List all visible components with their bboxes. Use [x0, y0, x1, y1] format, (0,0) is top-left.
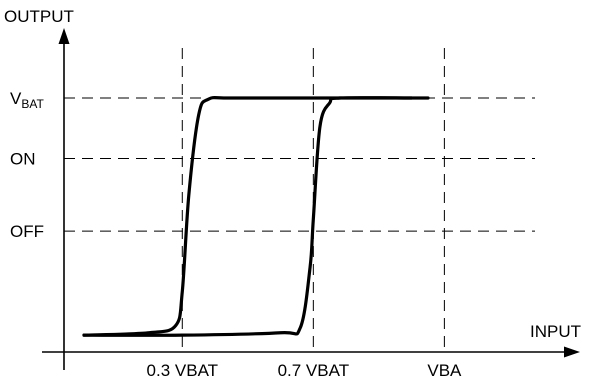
rising-curve	[82, 96, 430, 337]
x-tick-label: 0.3 VBAT	[147, 361, 219, 380]
y-tick-labels: VBAT ON OFF	[10, 89, 44, 241]
y-tick-label: OFF	[10, 222, 44, 241]
x-axis-title: INPUT	[530, 322, 581, 341]
y-tick-label: VBAT	[10, 89, 44, 111]
falling-curve	[82, 96, 414, 337]
y-axis-title: OUTPUT	[4, 7, 74, 26]
series-curves	[82, 96, 430, 337]
gridlines	[64, 48, 535, 352]
x-axis-arrowhead	[564, 346, 580, 358]
x-tick-label: 0.7 VBAT	[278, 361, 350, 380]
y-tick-label: ON	[10, 150, 36, 169]
y-axis-arrowhead	[58, 28, 70, 44]
axes	[42, 28, 580, 370]
x-tick-label: VBA	[427, 361, 462, 380]
x-tick-labels: 0.3 VBAT 0.7 VBAT VBA	[147, 361, 463, 380]
